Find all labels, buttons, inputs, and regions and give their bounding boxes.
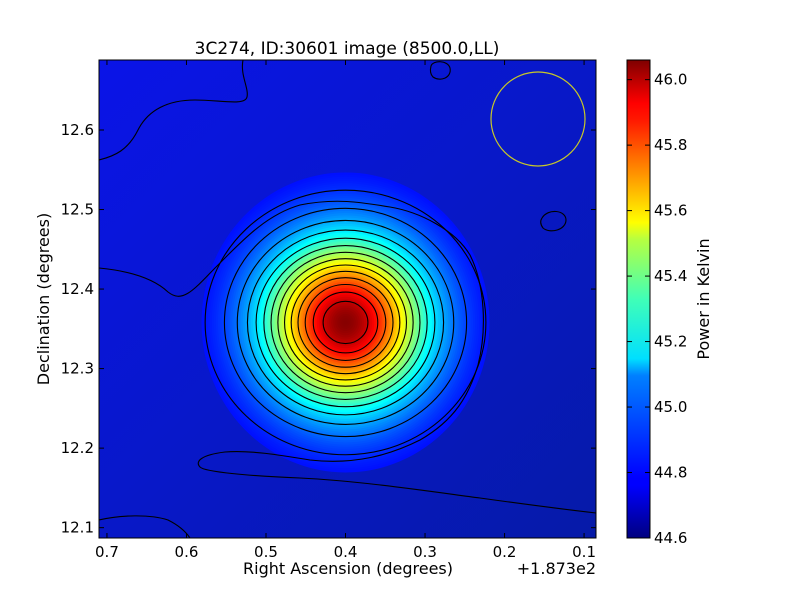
x-tick-label: 0.5	[254, 543, 278, 561]
colorbar-tick-label: 46.0	[654, 71, 687, 89]
beam-circle	[490, 71, 586, 167]
contour-level-7	[270, 251, 421, 394]
colorbar-label: Power in Kelvin	[694, 238, 713, 359]
contour-level-1	[204, 189, 487, 456]
chart-title: 3C274, ID:30601 image (8500.0,LL)	[195, 39, 500, 59]
colorbar-tick-label: 44.8	[654, 464, 687, 482]
contour-level-11	[297, 277, 394, 368]
x-axis-offset-label: +1.873e2	[517, 559, 596, 578]
x-tick-label: 0.4	[334, 543, 358, 561]
colorbar-tick-label: 45.2	[654, 333, 687, 351]
contour-level-10	[290, 270, 401, 375]
x-tick-label: 0.2	[493, 543, 517, 561]
colorbar-ticks: 44.6 44.8 45.0 45.2 45.4 45.6 45.8 46.0	[627, 71, 687, 547]
y-tick-label: 12.3	[61, 360, 94, 378]
source-emission	[201, 172, 490, 473]
y-tick-label: 12.6	[61, 121, 94, 139]
x-axis-label: Right Ascension (degrees)	[243, 559, 453, 578]
y-axis-label: Declination (degrees)	[34, 213, 53, 385]
contour-level-3	[236, 219, 455, 425]
y-tick-label: 12.2	[61, 439, 94, 457]
y-axis: 12.1 12.2 12.3 12.4 12.5 12.6	[61, 121, 596, 537]
plot-area	[99, 60, 596, 538]
contour-level-6	[263, 244, 428, 400]
colorbar-tick-label: 44.6	[654, 529, 687, 547]
contour-level-14	[322, 300, 369, 345]
x-tick-label: 0.6	[175, 543, 199, 561]
contour-background-left	[99, 200, 596, 514]
x-tick-label: 0.7	[95, 543, 119, 561]
plot-frame	[98, 59, 597, 539]
contour-level-13	[312, 291, 379, 354]
contour-level-9	[283, 264, 408, 381]
contour-level-12	[304, 283, 387, 361]
emission-level	[343, 320, 348, 325]
x-axis: 0.7 0.6 0.5 0.4 0.3 0.2 0.1	[95, 60, 596, 561]
contour-level-2	[223, 207, 468, 438]
colorbar-tick-label: 45.6	[654, 202, 687, 220]
contour-level-4	[246, 229, 445, 416]
contour-level-8	[277, 258, 414, 387]
y-tick-label: 12.1	[61, 519, 94, 537]
contour-background-right-small	[540, 210, 567, 232]
colorbar-tick-label: 45.4	[654, 267, 687, 285]
contour-lines	[99, 60, 596, 538]
contour-background-bottom-left	[99, 515, 191, 538]
y-tick-label: 12.5	[61, 201, 94, 219]
colorbar-tick-label: 45.8	[654, 136, 687, 154]
x-tick-label: 0.1	[572, 543, 596, 561]
x-tick-label: 0.3	[413, 543, 437, 561]
contour-level-5	[255, 237, 436, 408]
contour-background-top-small	[429, 61, 451, 80]
colorbar	[626, 59, 651, 539]
contour-background-upper	[99, 60, 248, 161]
y-tick-label: 12.4	[61, 280, 94, 298]
colorbar-tick-label: 45.0	[654, 398, 687, 416]
